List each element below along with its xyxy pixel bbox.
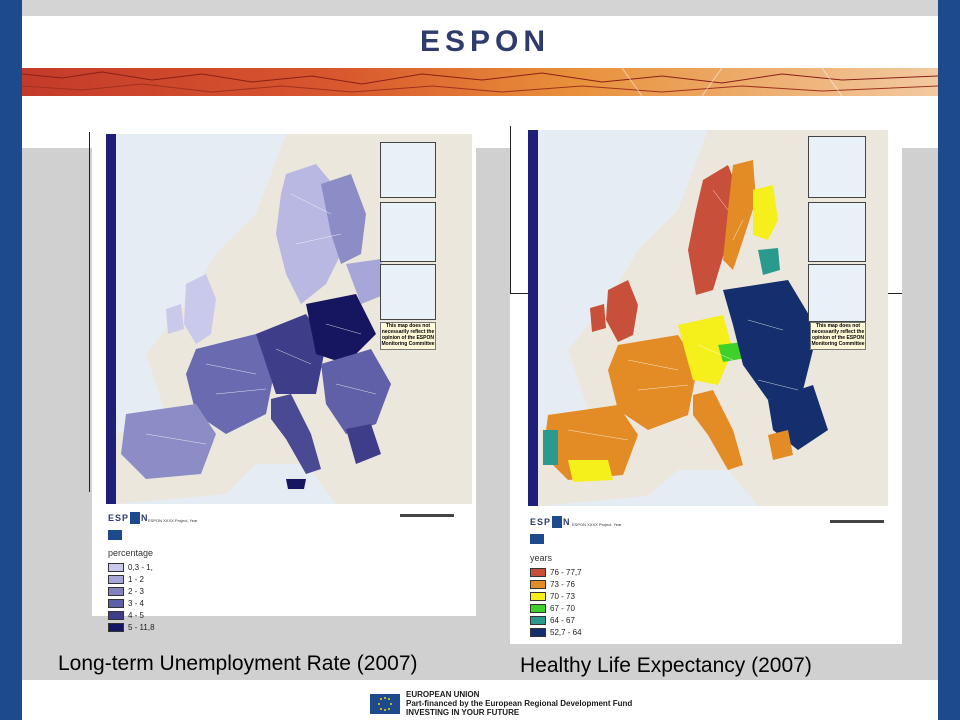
eu-line-2: Part-financed by the European Regional D… [406, 699, 633, 708]
legend-label: 73 - 76 [550, 579, 575, 589]
right-map: This map does not necessarily reflect th… [528, 130, 888, 506]
left-legend-title: percentage [108, 548, 154, 558]
top-strip [22, 0, 938, 16]
legend-swatch [530, 567, 546, 577]
legend-swatch [108, 562, 124, 572]
right-map-crop-line-v [510, 126, 511, 294]
legend-item: 1 - 2 [108, 573, 155, 585]
header-decorative-band [22, 68, 938, 96]
legend-label: 4 - 5 [128, 610, 145, 620]
legend-item: 70 - 73 [530, 590, 582, 602]
eu-line-3: INVESTING IN YOUR FUTURE [406, 708, 520, 717]
right-legend: 76 - 77,7 73 - 76 70 - 73 67 - 70 64 - 6… [530, 566, 582, 638]
eu-footer-text: EUROPEAN UNION Part-financed by the Euro… [406, 690, 632, 717]
right-map-espon-logo: ESP N [530, 516, 571, 528]
right-map-caption: Healthy Life Expectancy (2007) [520, 654, 812, 677]
legend-swatch [530, 615, 546, 625]
espon-logo: ESPON [420, 20, 550, 64]
legend-label: 0,3 - 1, [128, 562, 153, 572]
right-map-inset-1 [808, 136, 866, 198]
legend-swatch [530, 591, 546, 601]
right-map-eu-flag [530, 534, 544, 544]
right-map-scale-bar [830, 520, 884, 523]
right-map-drawing [528, 130, 888, 506]
legend-label: 67 - 70 [550, 603, 575, 613]
legend-item: 76 - 77,7 [530, 566, 582, 578]
header [22, 16, 938, 68]
legend-swatch [530, 603, 546, 613]
eu-line-1: EUROPEAN UNION [406, 690, 480, 699]
legend-item: 52,7 - 64 [530, 626, 582, 638]
right-map-inset-2 [808, 202, 866, 262]
logo-text: ESPON [420, 25, 551, 58]
right-legend-title: years [530, 553, 553, 563]
legend-label: 3 - 4 [128, 598, 145, 608]
legend-item: 3 - 4 [108, 597, 155, 609]
legend-swatch [108, 610, 124, 620]
left-map-disclaimer: This map does not necessarily reflect th… [380, 322, 436, 350]
legend-label: 70 - 73 [550, 591, 575, 601]
legend-label: 64 - 67 [550, 615, 575, 625]
right-map-inset-3 [808, 264, 866, 322]
legend-item: 67 - 70 [530, 602, 582, 614]
legend-item: 4 - 5 [108, 609, 155, 621]
legend-swatch [108, 622, 124, 632]
right-map-disclaimer: This map does not necessarily reflect th… [810, 322, 866, 350]
legend-item: 0,3 - 1, [108, 561, 155, 573]
legend-swatch [530, 627, 546, 637]
footer-area [22, 680, 938, 720]
legend-item: 73 - 76 [530, 578, 582, 590]
left-map-espon-logo: ESP N [108, 512, 149, 524]
left-map-eu-flag [108, 530, 122, 540]
left-map-caption: Long-term Unemployment Rate (2007) [58, 652, 418, 675]
left-map-crop-line [89, 132, 90, 492]
eu-footer: EUROPEAN UNION Part-financed by the Euro… [370, 690, 632, 717]
legend-label: 5 - 11,8 [128, 622, 155, 632]
eu-flag-icon [370, 693, 400, 714]
left-map-inset-3 [380, 264, 436, 320]
left-legend: 0,3 - 1, 1 - 2 2 - 3 3 - 4 4 - 5 5 - 11,… [108, 561, 155, 633]
legend-item: 5 - 11,8 [108, 621, 155, 633]
left-map-inset-1 [380, 142, 436, 198]
left-map-scale-bar [400, 514, 454, 517]
legend-label: 1 - 2 [128, 574, 145, 584]
right-side-bar [938, 0, 960, 720]
legend-item: 64 - 67 [530, 614, 582, 626]
left-map-inset-2 [380, 202, 436, 262]
right-map-project-line: ESPON XXXX Project, Year [572, 522, 622, 527]
legend-label: 52,7 - 64 [550, 627, 582, 637]
legend-swatch [108, 586, 124, 596]
legend-swatch [108, 574, 124, 584]
legend-swatch [530, 579, 546, 589]
legend-item: 2 - 3 [108, 585, 155, 597]
legend-label: 2 - 3 [128, 586, 145, 596]
left-map: This map does not necessarily reflect th… [106, 134, 472, 504]
legend-swatch [108, 598, 124, 608]
legend-label: 76 - 77,7 [550, 567, 582, 577]
left-side-bar [0, 0, 22, 720]
left-map-project-line: ESPON XXXX Project, Year [148, 518, 198, 523]
